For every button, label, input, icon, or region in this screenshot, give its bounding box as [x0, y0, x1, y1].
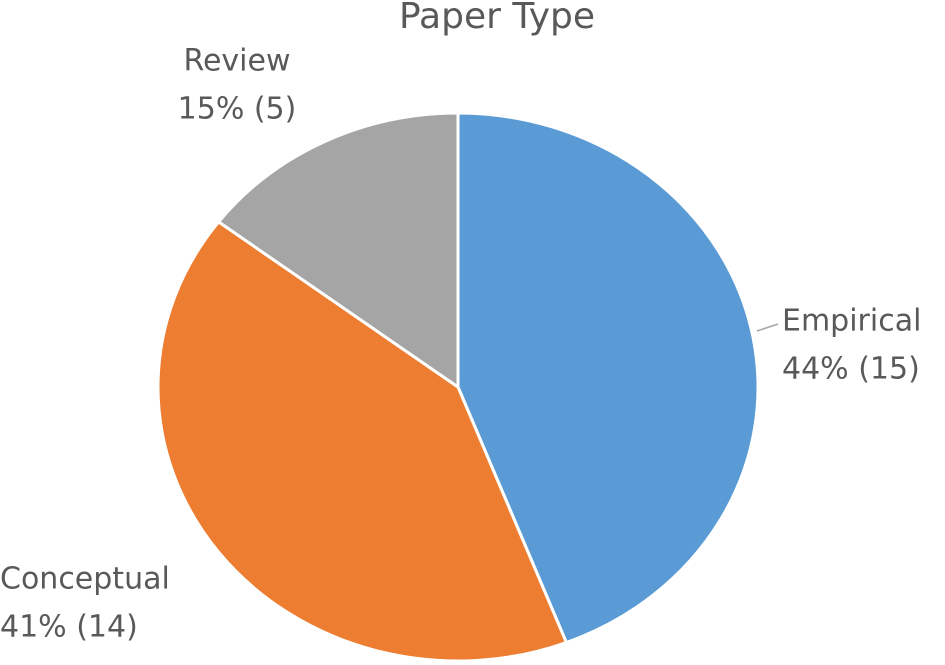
slice-label: Empirical: [782, 304, 921, 339]
pie-slice: [156, 219, 569, 663]
chart-title: Paper Type: [399, 0, 595, 37]
slice-label: Conceptual: [0, 562, 170, 597]
pie-slice: [456, 111, 760, 645]
value-label: 41% (14): [0, 610, 138, 645]
slice-label: Review: [183, 44, 290, 79]
leader-line: [756, 323, 779, 332]
pie-slice: [216, 111, 460, 390]
value-label: 15% (5): [178, 92, 297, 127]
value-label: 44% (15): [782, 352, 920, 387]
